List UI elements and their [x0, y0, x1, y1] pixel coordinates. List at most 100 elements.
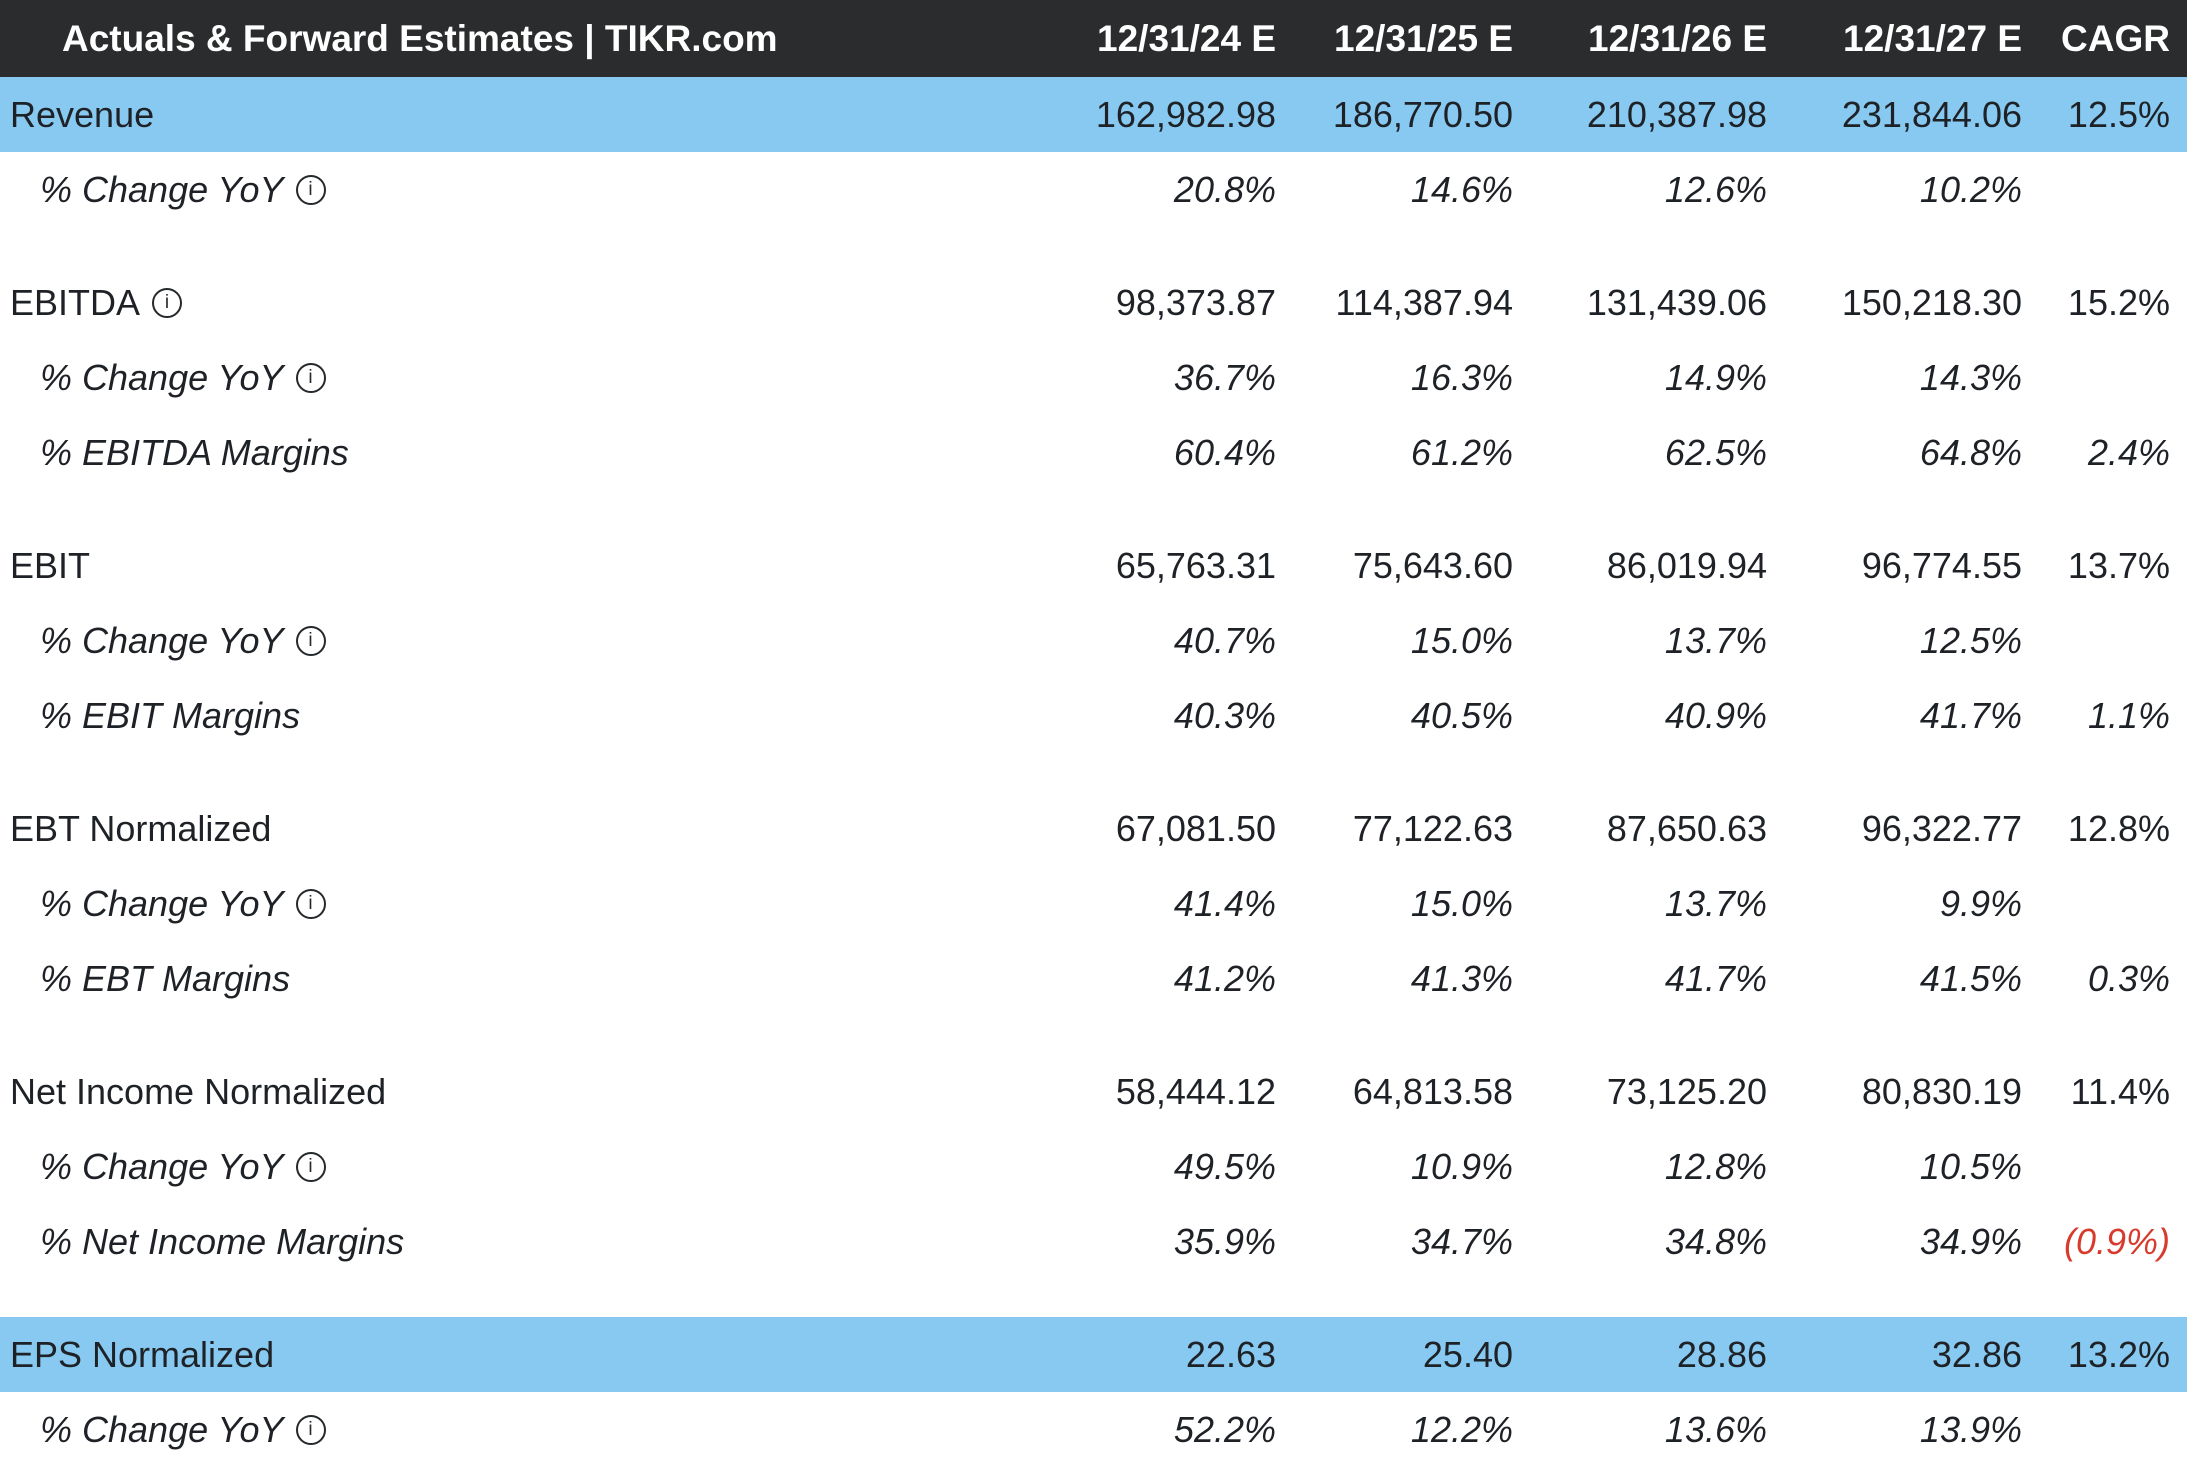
table-row: % Change YoY i 52.2% 12.2% 13.6% 13.9%	[0, 1392, 2187, 1467]
table-row: Revenue 162,982.98 186,770.50 210,387.98 231…	[0, 77, 2187, 152]
row-label: % Change YoY i	[0, 883, 1036, 925]
value-cell: 12.8%	[2067, 807, 2170, 849]
value-cell: 15.2%	[2067, 281, 2170, 323]
value-cell: 12.6%	[1664, 168, 1767, 210]
value-cell: 12.2%	[1410, 1408, 1513, 1450]
value-cell: 0.3%	[2087, 957, 2170, 999]
value-cell: 14.3%	[1919, 356, 2022, 398]
row-label-text: Revenue	[10, 93, 155, 135]
row-label: Revenue	[0, 94, 1036, 136]
value-cell: 150,218.30	[1841, 281, 2022, 323]
row-label: % Change YoY i	[0, 169, 1036, 211]
row-label: % EBIT Margins	[0, 695, 1036, 737]
value-cell: 40.5%	[1410, 694, 1513, 736]
row-label: % Change YoY i	[0, 1409, 1036, 1451]
table-row: % Change YoY i 20.8% 14.6% 12.6% 10.2%	[0, 152, 2187, 227]
row-label-text: EPS Normalized	[10, 1333, 275, 1375]
value-cell: 28.86	[1676, 1333, 1767, 1375]
table-title: Actuals & Forward Estimates | TIKR.com	[62, 17, 778, 59]
row-label-text: EBITDA	[10, 281, 141, 323]
value-cell: 13.7%	[1664, 882, 1767, 924]
value-cell: 34.9%	[1919, 1220, 2022, 1262]
value-cell: 13.7%	[1664, 619, 1767, 661]
info-icon[interactable]: i	[295, 1151, 326, 1182]
row-label-text: % Change YoY	[40, 168, 284, 210]
info-icon[interactable]: i	[295, 362, 326, 393]
row-label-text: % EBITDA Margins	[40, 431, 349, 473]
table-row: EBIT 65,763.31 75,643.60 86,019.94 96,774.55…	[0, 528, 2187, 603]
value-cell: 41.7%	[1664, 957, 1767, 999]
row-label-text: % Change YoY	[40, 619, 284, 661]
row-label: EBIT	[0, 545, 1036, 587]
value-cell: 77,122.63	[1352, 807, 1513, 849]
section-gap	[0, 1016, 2187, 1054]
value-cell: 87,650.63	[1606, 807, 1767, 849]
value-cell: 65,763.31	[1115, 544, 1276, 586]
value-cell: 67,081.50	[1115, 807, 1276, 849]
row-label-text: % EBIT Margins	[40, 694, 301, 736]
table-row: % EBT Margins 41.2% 41.3% 41.7% 41.5% 0.3%	[0, 941, 2187, 1016]
info-icon[interactable]: i	[295, 888, 326, 919]
value-cell: 40.9%	[1664, 694, 1767, 736]
row-label: % Change YoY i	[0, 1146, 1036, 1188]
value-cell: 13.9%	[1919, 1408, 2022, 1450]
value-cell: 64.8%	[1919, 431, 2022, 473]
table-header-row: Actuals & Forward Estimates | TIKR.com 1…	[0, 0, 2187, 77]
info-icon[interactable]: i	[295, 1414, 326, 1445]
value-cell: 13.2%	[2067, 1333, 2170, 1375]
row-label-text: Net Income Normalized	[10, 1070, 387, 1112]
value-cell: 9.9%	[1939, 882, 2022, 924]
value-cell: 114,387.94	[1335, 281, 1513, 323]
info-icon[interactable]: i	[295, 174, 326, 205]
table-row: EPS Normalized 22.63 25.40 28.86 32.86 13.2%	[0, 1317, 2187, 1392]
value-cell: 61.2%	[1410, 431, 1513, 473]
value-cell: 62.5%	[1664, 431, 1767, 473]
value-cell: 40.7%	[1173, 619, 1276, 661]
info-icon[interactable]: i	[295, 625, 326, 656]
value-cell: 32.86	[1931, 1333, 2022, 1375]
value-cell: 41.2%	[1173, 957, 1276, 999]
value-cell: 96,774.55	[1861, 544, 2022, 586]
value-cell: 52.2%	[1173, 1408, 1276, 1450]
value-cell: 75,643.60	[1352, 544, 1513, 586]
value-cell: 10.9%	[1410, 1145, 1513, 1187]
value-cell: 22.63	[1185, 1333, 1276, 1375]
value-cell: 210,387.98	[1586, 93, 1767, 135]
value-cell: 58,444.12	[1115, 1070, 1276, 1112]
section-gap	[0, 1279, 2187, 1317]
row-label: % Change YoY i	[0, 357, 1036, 399]
table-row: % EBIT Margins 40.3% 40.5% 40.9% 41.7% 1.1%	[0, 678, 2187, 753]
value-cell: 1.1%	[2087, 694, 2170, 736]
value-cell: 36.7%	[1173, 356, 1276, 398]
value-cell: 12.8%	[1664, 1145, 1767, 1187]
section-gap	[0, 753, 2187, 791]
table-row: Net Income Normalized 58,444.12 64,813.58 7…	[0, 1054, 2187, 1129]
value-cell: 15.0%	[1410, 882, 1513, 924]
value-cell: 34.7%	[1410, 1220, 1513, 1262]
value-cell: 98,373.87	[1115, 281, 1276, 323]
value-cell: 15.0%	[1410, 619, 1513, 661]
table-body: Revenue 162,982.98 186,770.50 210,387.98 231…	[0, 77, 2187, 1467]
value-cell: 41.3%	[1410, 957, 1513, 999]
info-icon[interactable]: i	[152, 287, 183, 318]
row-label: EBITDA i	[0, 282, 1036, 324]
row-label: EBT Normalized	[0, 808, 1036, 850]
row-label: Net Income Normalized	[0, 1071, 1036, 1113]
value-cell: 14.9%	[1664, 356, 1767, 398]
value-cell: 20.8%	[1173, 168, 1276, 210]
value-cell: 34.8%	[1664, 1220, 1767, 1262]
value-cell: 86,019.94	[1606, 544, 1767, 586]
value-cell: 64,813.58	[1352, 1070, 1513, 1112]
table-row: % Net Income Margins 35.9% 34.7% 34.8% 34.9%…	[0, 1204, 2187, 1279]
table-row: % Change YoY i 36.7% 16.3% 14.9% 14.3%	[0, 340, 2187, 415]
value-cell: 60.4%	[1173, 431, 1276, 473]
column-header: 12/31/25 E	[1334, 17, 1513, 59]
value-cell: 162,982.98	[1095, 93, 1276, 135]
value-cell: 96,322.77	[1861, 807, 2022, 849]
value-cell: 131,439.06	[1586, 281, 1767, 323]
row-label-text: % Net Income Margins	[40, 1220, 405, 1262]
table-row: % Change YoY i 49.5% 10.9% 12.8% 10.5%	[0, 1129, 2187, 1204]
value-cell: 35.9%	[1173, 1220, 1276, 1262]
